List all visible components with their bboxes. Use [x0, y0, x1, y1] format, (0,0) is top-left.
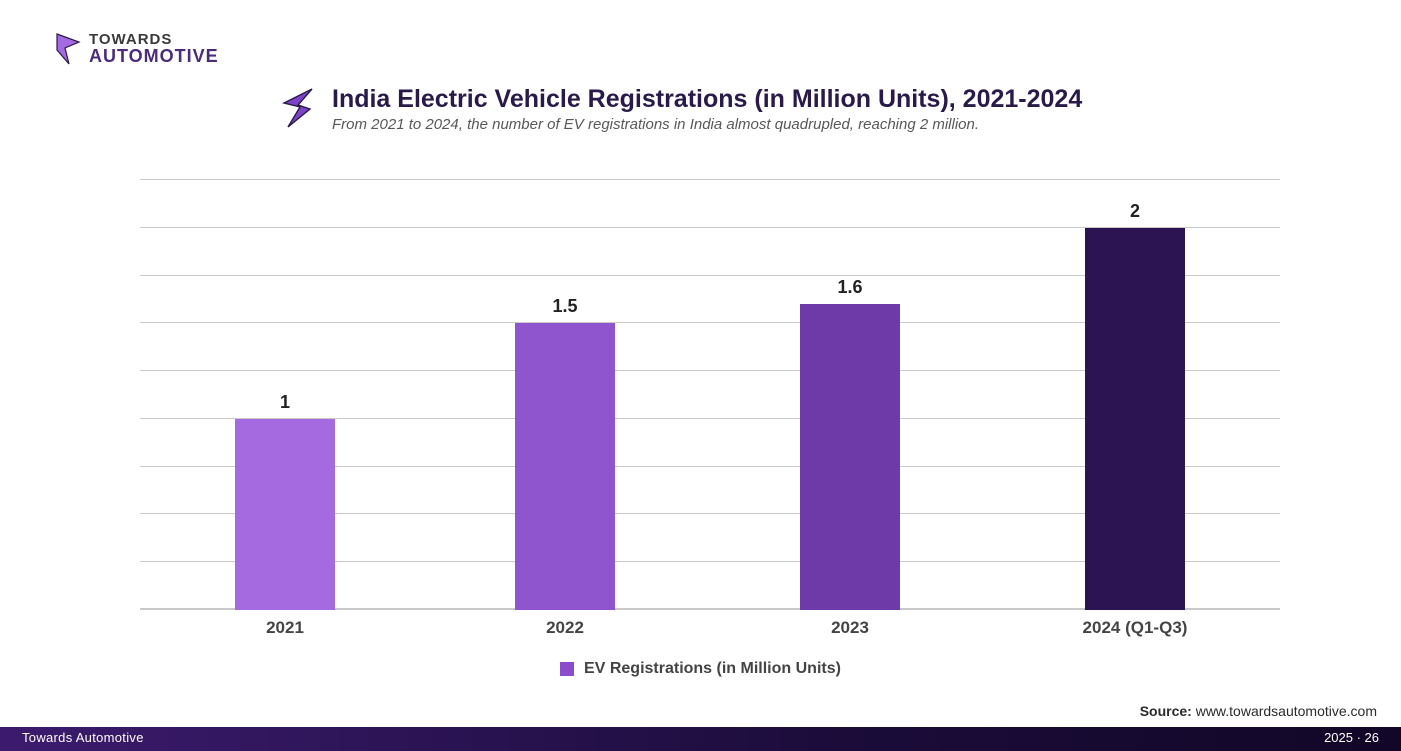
- chart-x-label: 2023: [831, 618, 869, 638]
- chart-x-label: 2024 (Q1-Q3): [1083, 618, 1188, 638]
- brand-logo-bottom: AUTOMOTIVE: [89, 47, 219, 65]
- bar-chart: 1 1.5 1.6 2 2021 2022 2023 2024 (Q1-Q3): [140, 170, 1280, 650]
- chart-plot-area: 1 1.5 1.6 2: [140, 180, 1280, 610]
- chart-x-label: 2021: [266, 618, 304, 638]
- bar-slot: 1.6: [800, 180, 900, 610]
- legend-label: EV Registrations (in Million Units): [584, 660, 841, 678]
- chart-source-text: www.towardsautomotive.com: [1196, 703, 1377, 719]
- brand-logo-text: TOWARDS AUTOMOTIVE: [89, 32, 219, 65]
- chart-bar-value-label: 2: [1130, 201, 1140, 222]
- chart-bar-value-label: 1: [280, 392, 290, 413]
- chart-x-label: 2022: [546, 618, 584, 638]
- chart-source-prefix: Source:: [1140, 703, 1192, 719]
- chart-subtitle: From 2021 to 2024, the number of EV regi…: [332, 116, 1082, 133]
- chart-bar: [235, 419, 335, 610]
- brand-logo: TOWARDS AUTOMOTIVE: [55, 30, 219, 66]
- brand-logo-icon: [55, 30, 81, 66]
- footer-right-text: 2025 · 26: [1324, 730, 1379, 745]
- chart-bar-value-label: 1.6: [837, 277, 862, 298]
- chart-bar: [515, 323, 615, 610]
- chart-bar: [1085, 228, 1185, 610]
- bar-slot: 1: [235, 180, 335, 610]
- chart-x-axis: 2021 2022 2023 2024 (Q1-Q3): [140, 618, 1280, 646]
- footer-left-text: Towards Automotive: [22, 730, 144, 745]
- title-arrow-icon: [280, 85, 314, 129]
- chart-title: India Electric Vehicle Registrations (in…: [332, 85, 1082, 114]
- bar-slot: 1.5: [515, 180, 615, 610]
- bar-slot: 2: [1085, 180, 1185, 610]
- chart-title-row: India Electric Vehicle Registrations (in…: [280, 85, 1361, 133]
- page: TOWARDS AUTOMOTIVE India Electric Vehicl…: [0, 0, 1401, 751]
- chart-legend: EV Registrations (in Million Units): [0, 660, 1401, 678]
- chart-bar: [800, 304, 900, 610]
- chart-source: Source: www.towardsautomotive.com: [1140, 703, 1377, 719]
- chart-title-texts: India Electric Vehicle Registrations (in…: [332, 85, 1082, 133]
- footer-bar: Towards Automotive 2025 · 26: [0, 727, 1401, 751]
- brand-logo-top: TOWARDS: [89, 32, 219, 47]
- legend-swatch-icon: [560, 662, 574, 676]
- chart-bar-value-label: 1.5: [552, 296, 577, 317]
